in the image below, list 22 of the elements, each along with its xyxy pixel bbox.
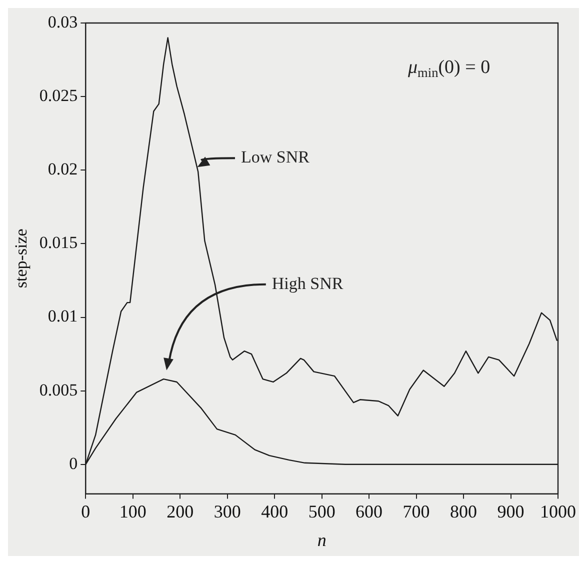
y-tick-label: 0.015	[39, 233, 78, 252]
x-tick-label: 900	[497, 501, 524, 522]
x-tick-label: 700	[402, 501, 430, 522]
y-axis-title: step-size	[12, 228, 31, 288]
x-tick-label: 200	[166, 501, 194, 522]
x-tick-label: 300	[214, 501, 241, 522]
y-tick-label: 0.005	[39, 380, 78, 400]
x-tick-label: 0	[81, 501, 90, 522]
x-axis-title: n	[317, 530, 326, 550]
x-tick-label: 100	[119, 501, 146, 522]
x-tick-label: 800	[450, 501, 478, 522]
y-tick-label: 0.02	[48, 160, 78, 179]
x-tick-label: 400	[261, 501, 288, 522]
y-tick-label: 0.03	[48, 12, 78, 32]
annotation: Low SNR	[241, 148, 310, 167]
x-tick-label: 600	[356, 501, 383, 522]
x-tick-label: 1000	[540, 501, 576, 522]
y-tick-label: 0.025	[39, 86, 78, 106]
x-tick-label: 500	[308, 501, 336, 522]
y-tick-label: 0	[69, 454, 78, 473]
annotation: High SNR	[272, 274, 344, 293]
y-tick-label: 0.01	[48, 306, 78, 326]
